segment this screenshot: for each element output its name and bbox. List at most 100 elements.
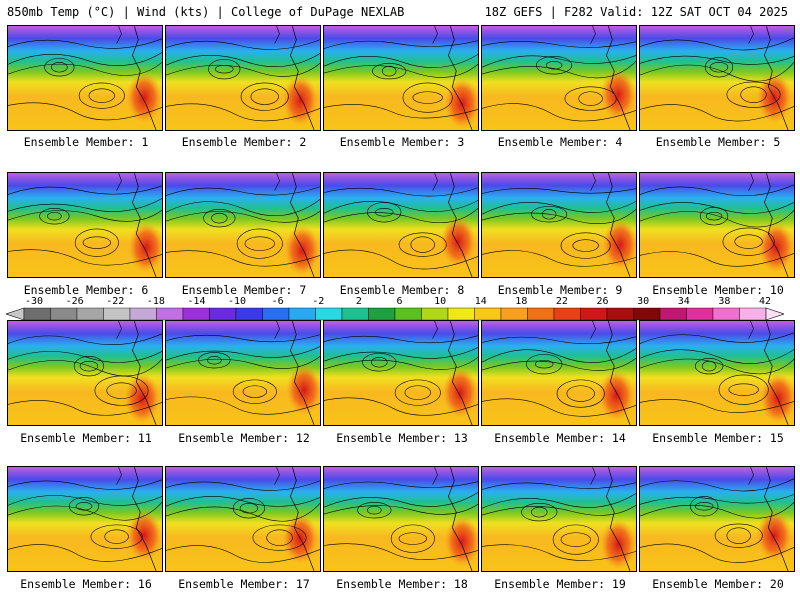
temperature-field-map	[640, 321, 794, 425]
colorbar-cell	[182, 307, 210, 321]
ensemble-member-label: Ensemble Member: 3	[339, 135, 465, 149]
ensemble-member-label: Ensemble Member: 4	[497, 135, 623, 149]
ensemble-member-label: Ensemble Member: 20	[652, 577, 784, 591]
ensemble-member-label: Ensemble Member: 14	[494, 431, 626, 445]
ensemble-map-5	[639, 25, 795, 131]
map-title: 850mb Temp (°C) | Wind (kts) | College o…	[7, 5, 405, 19]
colorbar-tick-label: 30	[637, 296, 650, 307]
colorbar-cell	[580, 307, 608, 321]
colorbar-tick-label: 22	[555, 296, 568, 307]
colorbar-max-arrow	[765, 307, 784, 321]
colorbar-tick-label: -22	[106, 296, 125, 307]
temperature-field-map	[166, 467, 320, 571]
temperature-field-map	[482, 321, 636, 425]
ensemble-member-label: Ensemble Member: 15	[652, 431, 784, 445]
ensemble-member-label: Ensemble Member: 17	[178, 577, 310, 591]
temperature-field-map	[640, 26, 794, 130]
temperature-field-map	[640, 467, 794, 571]
colorbar-cell	[739, 307, 767, 321]
ensemble-member-label: Ensemble Member: 11	[20, 431, 152, 445]
colorbar-cell	[447, 307, 475, 321]
colorbar-cell	[712, 307, 740, 321]
ensemble-map-18	[323, 466, 479, 572]
colorbar-cell	[315, 307, 343, 321]
temperature-field-map	[8, 173, 162, 277]
temperature-field-map	[166, 321, 320, 425]
colorbar-cell	[341, 307, 369, 321]
colorbar-cell	[103, 307, 131, 321]
colorbar-cell	[156, 307, 184, 321]
colorbar-cell	[633, 307, 661, 321]
colorbar-cell	[474, 307, 502, 321]
colorbar-cell	[527, 307, 555, 321]
ensemble-map-11	[7, 320, 163, 426]
temperature-field-map	[324, 173, 478, 277]
ensemble-member-label: Ensemble Member: 8	[339, 283, 465, 297]
ensemble-member-label: Ensemble Member: 13	[336, 431, 468, 445]
colorbar-cell	[50, 307, 78, 321]
ensemble-map-8	[323, 172, 479, 278]
ensemble-member-label: Ensemble Member: 6	[23, 283, 149, 297]
colorbar-cell	[500, 307, 528, 321]
ensemble-member-label: Ensemble Member: 9	[497, 283, 623, 297]
colorbar-cell	[288, 307, 316, 321]
ensemble-map-15	[639, 320, 795, 426]
temperature-field-map	[482, 26, 636, 130]
colorbar-cell	[659, 307, 687, 321]
ensemble-member-label: Ensemble Member: 10	[652, 283, 784, 297]
temperature-field-map	[324, 26, 478, 130]
temperature-field-map	[482, 467, 636, 571]
colorbar-min-arrow	[6, 307, 25, 321]
temperature-field-map	[166, 26, 320, 130]
ensemble-map-6	[7, 172, 163, 278]
colorbar-tick-label: 38	[718, 296, 731, 307]
temperature-field-map	[640, 173, 794, 277]
ensemble-map-19	[481, 466, 637, 572]
ensemble-map-13	[323, 320, 479, 426]
ensemble-member-label: Ensemble Member: 16	[20, 577, 152, 591]
ensemble-map-12	[165, 320, 321, 426]
temperature-field-map	[8, 467, 162, 571]
colorbar-cell	[394, 307, 422, 321]
ensemble-map-14	[481, 320, 637, 426]
ensemble-map-3	[323, 25, 479, 131]
colorbar-tick-label: 2	[355, 296, 362, 307]
colorbar-tick-label: -10	[228, 296, 247, 307]
colorbar-tick-label: 14	[474, 296, 487, 307]
colorbar-cell	[235, 307, 263, 321]
colorbar-tick-label: 10	[434, 296, 447, 307]
temperature-field-map	[8, 321, 162, 425]
valid-time: 18Z GEFS | F282 Valid: 12Z SAT OCT 04 20…	[484, 5, 788, 19]
colorbar-tick-label: -30	[24, 296, 44, 307]
ensemble-map-7	[165, 172, 321, 278]
colorbar-tick-label: -6	[271, 296, 284, 307]
colorbar-cell	[23, 307, 51, 321]
ensemble-map-20	[639, 466, 795, 572]
colorbar-tick-label: 42	[758, 296, 772, 307]
colorbar-cell	[209, 307, 237, 321]
colorbar-cell	[686, 307, 714, 321]
temperature-field-map	[8, 26, 162, 130]
colorbar-tick-label: -2	[312, 296, 325, 307]
ensemble-map-17	[165, 466, 321, 572]
temperature-field-map	[166, 173, 320, 277]
ensemble-map-2	[165, 25, 321, 131]
ensemble-member-label: Ensemble Member: 18	[336, 577, 468, 591]
ensemble-map-4	[481, 25, 637, 131]
colorbar-tick-label: -18	[146, 296, 165, 307]
colorbar-cell	[368, 307, 396, 321]
colorbar-tick-label: 34	[677, 296, 690, 307]
temperature-field-map	[482, 173, 636, 277]
colorbar-cell	[129, 307, 157, 321]
temperature-field-map	[324, 321, 478, 425]
colorbar-tick-label: 6	[396, 296, 403, 307]
colorbar-tick-label: 18	[515, 296, 528, 307]
colorbar-cell	[553, 307, 581, 321]
ensemble-map-10	[639, 172, 795, 278]
ensemble-member-label: Ensemble Member: 7	[181, 283, 307, 297]
ensemble-member-label: Ensemble Member: 19	[494, 577, 626, 591]
colorbar-cell	[262, 307, 290, 321]
colorbar-cell	[606, 307, 634, 321]
ensemble-member-label: Ensemble Member: 1	[23, 135, 149, 149]
colorbar-tick-label: -26	[65, 296, 84, 307]
